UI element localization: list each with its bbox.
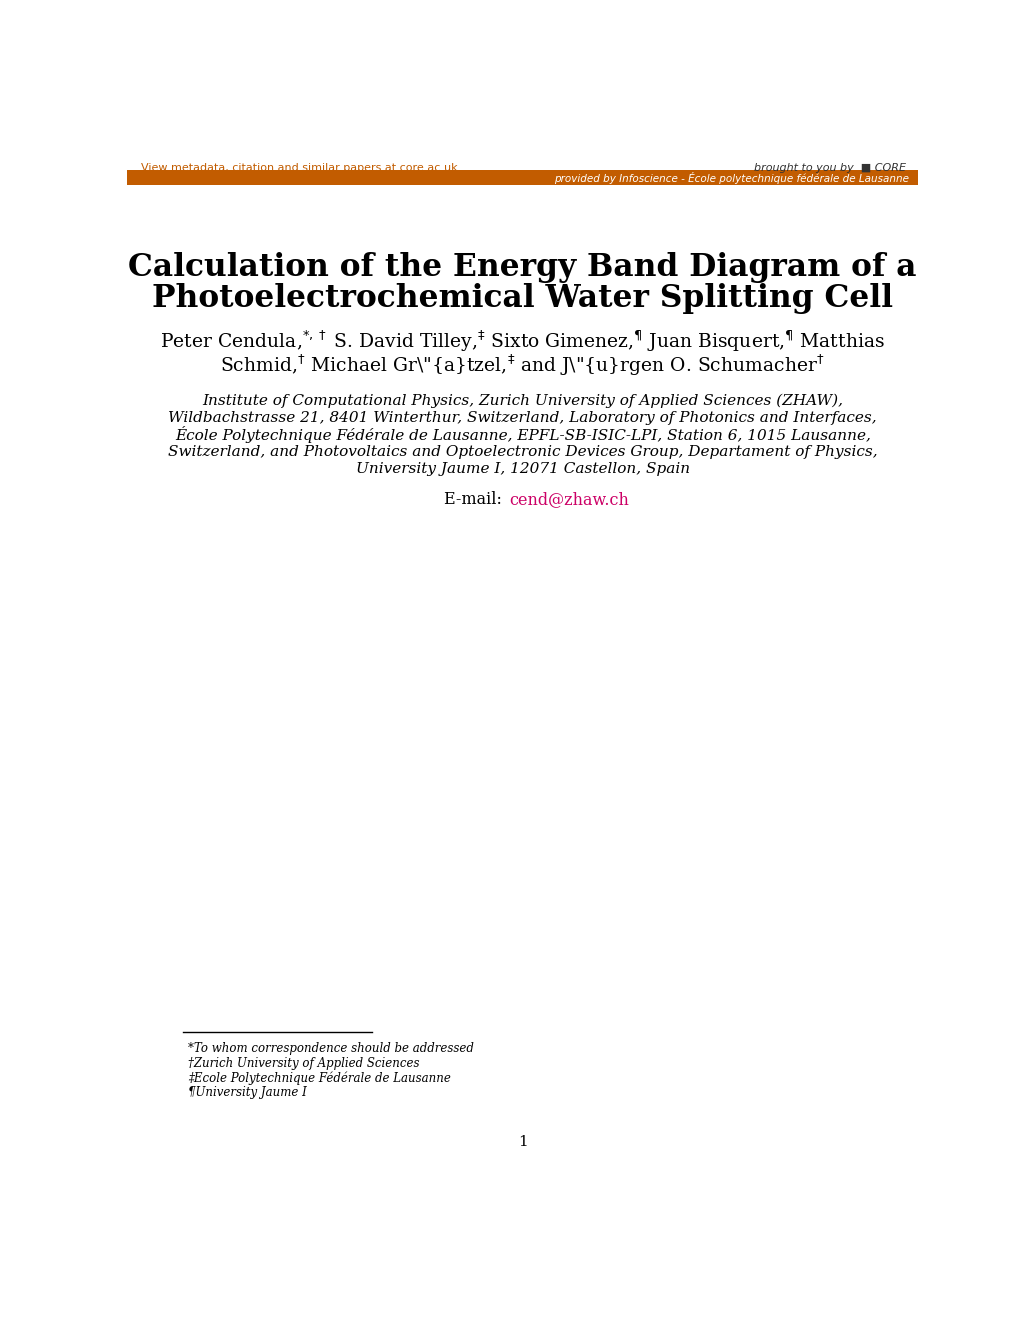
Text: ‡Ecole Polytechnique Fédérale de Lausanne: ‡Ecole Polytechnique Fédérale de Lausann… (187, 1072, 450, 1085)
Text: Schmid,$^{\dagger}$ Michael Gr\"{a}tzel,$^{\ddagger}$ and J\"{u}rgen O. Schumach: Schmid,$^{\dagger}$ Michael Gr\"{a}tzel,… (220, 352, 824, 378)
Text: Wildbachstrasse 21, 8401 Winterthur, Switzerland, Laboratory of Photonics and In: Wildbachstrasse 21, 8401 Winterthur, Swi… (168, 411, 876, 425)
Text: †Zurich University of Applied Sciences: †Zurich University of Applied Sciences (187, 1057, 419, 1071)
Text: brought to you by  ■ CORE: brought to you by ■ CORE (754, 162, 906, 173)
Text: Institute of Computational Physics, Zurich University of Applied Sciences (ZHAW): Institute of Computational Physics, Zuri… (202, 393, 843, 408)
Text: cend@zhaw.ch: cend@zhaw.ch (508, 491, 628, 508)
Text: E-mail:: E-mail: (444, 491, 506, 508)
Text: View metadata, citation and similar papers at core.ac.uk: View metadata, citation and similar pape… (142, 162, 458, 173)
Text: Photoelectrochemical Water Splitting Cell: Photoelectrochemical Water Splitting Cel… (152, 282, 893, 314)
Text: Calculation of the Energy Band Diagram of a: Calculation of the Energy Band Diagram o… (128, 252, 916, 284)
Text: *To whom correspondence should be addressed: *To whom correspondence should be addres… (187, 1043, 474, 1056)
Text: École Polytechnique Fédérale de Lausanne, EPFL-SB-ISIC-LPI, Station 6, 1015 Laus: École Polytechnique Fédérale de Lausanne… (174, 426, 870, 444)
Text: University Jaume I, 12071 Castellon, Spain: University Jaume I, 12071 Castellon, Spa… (356, 462, 689, 475)
Text: 1: 1 (518, 1135, 527, 1150)
Text: ¶University Jaume I: ¶University Jaume I (187, 1086, 307, 1100)
Bar (127, 170, 917, 185)
Text: Switzerland, and Photovoltaics and Optoelectronic Devices Group, Departament of : Switzerland, and Photovoltaics and Optoe… (168, 445, 876, 459)
Text: Peter Cendula,$^{*,\dagger}$ S. David Tilley,$^{\ddagger}$ Sixto Gimenez,$^{\P}$: Peter Cendula,$^{*,\dagger}$ S. David Ti… (160, 329, 884, 354)
Text: provided by Infoscience - École polytechnique fédérale de Lausanne: provided by Infoscience - École polytech… (553, 172, 908, 183)
